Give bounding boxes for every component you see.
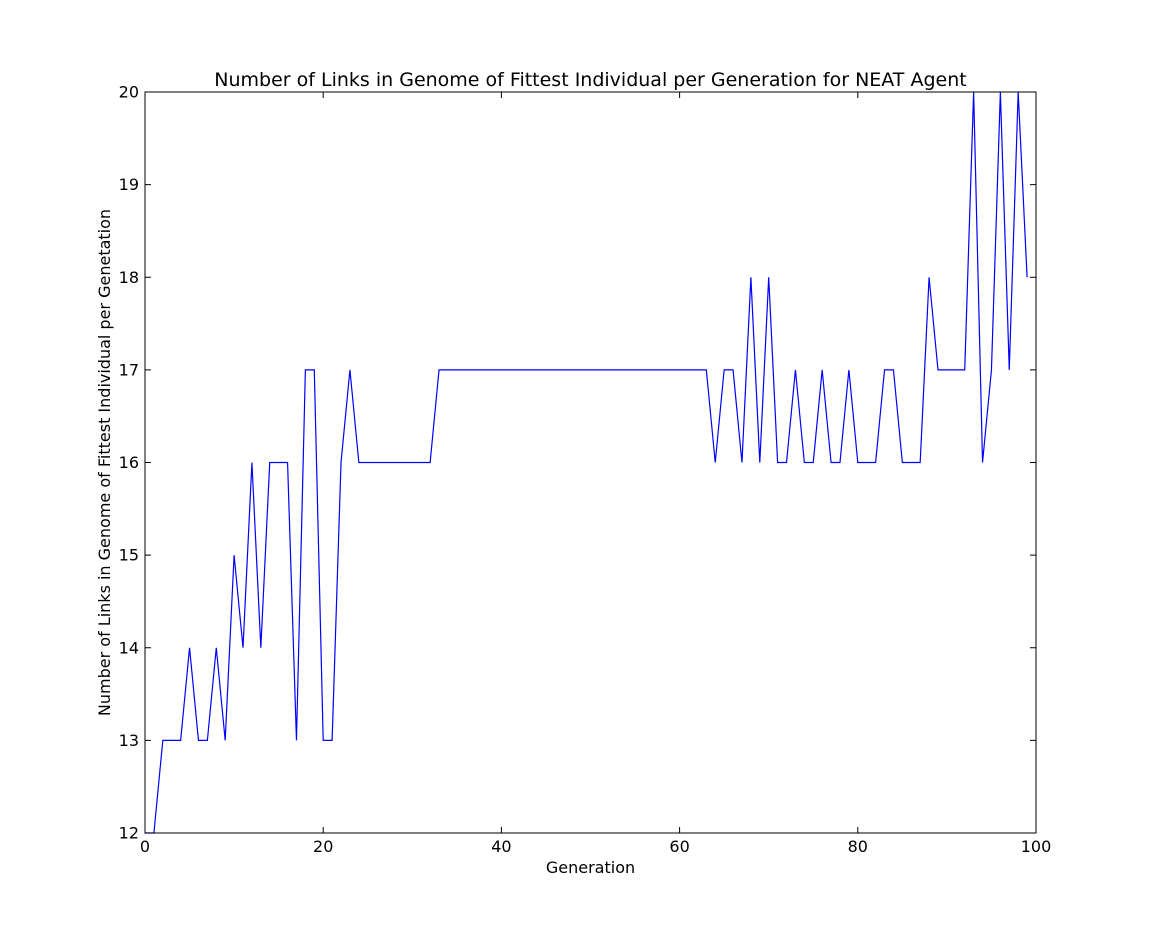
x-tick-label: 0: [140, 837, 150, 856]
axis-ticks: 0 20 40 60 80 100 12 13 14 15 16 17 18 19 20: [119, 83, 1052, 857]
y-tick-label: 12: [119, 824, 139, 843]
x-axis-label: Generation: [546, 858, 635, 877]
chart-title: Number of Links in Genome of Fittest Ind…: [214, 69, 966, 91]
y-tick-label: 16: [119, 453, 139, 472]
y-tick-label: 18: [119, 268, 139, 287]
y-tick-label: 14: [119, 638, 139, 657]
x-tick-label: 80: [848, 837, 868, 856]
x-tick-label: 40: [491, 837, 511, 856]
y-tick-label: 19: [119, 175, 139, 194]
y-tick-label: 17: [119, 360, 139, 379]
y-tick-label: 13: [119, 731, 139, 750]
y-axis-label: Number of Links in Genome of Fittest Ind…: [95, 209, 114, 716]
y-tick-label: 15: [119, 546, 139, 565]
plot-frame: [144, 91, 1037, 834]
series-line-1: [145, 91, 1028, 834]
x-tick-label: 60: [669, 837, 689, 856]
plot-area: [145, 91, 1028, 834]
x-tick-label: 100: [1021, 837, 1052, 856]
x-tick-label: 20: [313, 837, 333, 856]
y-tick-label: 20: [119, 83, 139, 102]
